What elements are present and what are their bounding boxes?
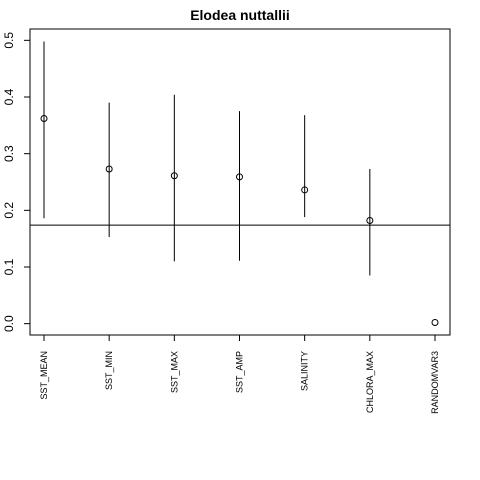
y-tick-label: 0.3 [2, 145, 16, 162]
y-tick-label: 0.0 [2, 315, 16, 332]
x-tick-label: SST_MAX [169, 351, 179, 393]
data-point [40, 115, 48, 123]
x-tick-label: RANDOMVAR3 [430, 351, 440, 414]
data-point [366, 217, 374, 225]
y-tick-label: 0.5 [2, 32, 16, 49]
chart-title: Elodea nuttallii [190, 7, 290, 23]
data-point [105, 165, 113, 173]
x-tick-label: CHLORA_MAX [365, 351, 375, 413]
x-tick-label: SST_AMP [235, 351, 245, 393]
x-axis: SST_MEAN SST_MIN SST_MAX SST_AMP SALINITY CHL… [39, 335, 440, 414]
x-tick-label: SST_MEAN [39, 351, 49, 400]
y-tick-label: 0.1 [2, 258, 16, 275]
data-point [431, 319, 439, 327]
data-point [236, 173, 243, 181]
data-point [170, 172, 178, 180]
series [40, 41, 439, 327]
x-tick-label: SALINITY [300, 351, 310, 391]
x-tick-label: SST_MIN [104, 351, 114, 390]
y-tick-label: 0.4 [2, 88, 16, 105]
data-point [301, 186, 309, 194]
y-tick-label: 0.2 [2, 202, 16, 219]
y-axis: 0.0 0.1 0.2 0.3 0.4 0.5 [2, 32, 30, 332]
